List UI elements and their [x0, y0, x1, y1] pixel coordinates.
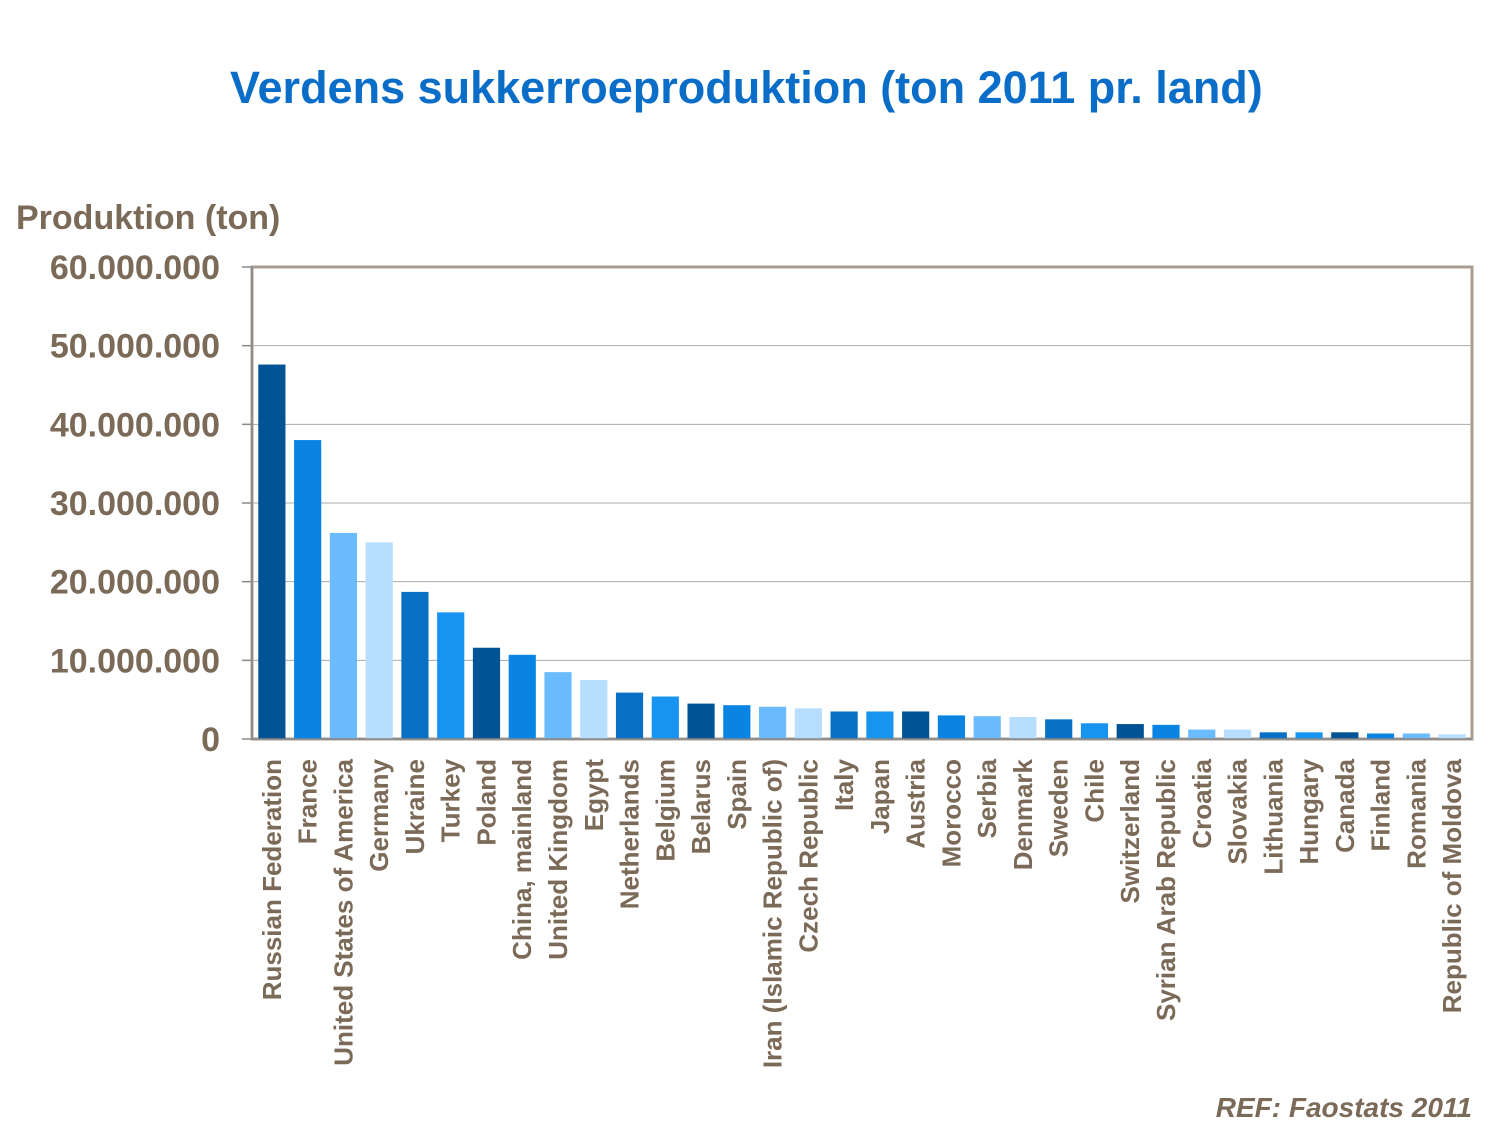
- bar: [258, 364, 286, 739]
- y-tick-label: 40.000.000: [50, 406, 220, 444]
- x-tick-label: China, mainland: [507, 759, 537, 960]
- x-tick-label: Lithuania: [1258, 758, 1288, 874]
- x-tick-label: United States of America: [328, 758, 358, 1065]
- bar: [1259, 732, 1287, 739]
- bar: [1438, 734, 1466, 739]
- bar: [294, 440, 322, 739]
- bar: [1009, 716, 1037, 739]
- x-tick-label: Czech Republic: [793, 759, 823, 953]
- x-tick-label: Denmark: [1008, 758, 1038, 870]
- bar: [973, 716, 1001, 739]
- bar: [830, 711, 858, 739]
- bar: [651, 696, 679, 739]
- bar: [1223, 729, 1252, 739]
- bar: [794, 708, 822, 739]
- bar: [866, 711, 894, 739]
- x-tick-label: Chile: [1079, 759, 1109, 823]
- x-tick-label: Syrian Arab Republic: [1151, 759, 1181, 1021]
- bar: [508, 654, 536, 739]
- x-tick-label: Serbia: [972, 758, 1002, 838]
- y-tick-label: 0: [201, 721, 220, 759]
- bar: [1152, 724, 1180, 739]
- bar: [1366, 733, 1395, 739]
- bar: [401, 591, 429, 739]
- bar: [723, 705, 751, 739]
- x-tick-label: Sweden: [1044, 759, 1074, 857]
- x-tick-label: Romania: [1401, 758, 1431, 868]
- x-tick-label: Poland: [471, 759, 501, 846]
- y-tick-label: 50.000.000: [50, 328, 220, 366]
- x-tick-label: Spain: [722, 759, 752, 830]
- x-tick-label: Italy: [829, 758, 859, 811]
- bar: [365, 542, 393, 739]
- reference-note: REF: Faostats 2011: [1215, 1092, 1472, 1123]
- bar: [902, 711, 930, 739]
- bar: [687, 703, 715, 739]
- x-tick-label: Austria: [901, 758, 931, 848]
- x-tick-label: Belgium: [650, 759, 680, 862]
- y-axis-label: Produktion (ton): [16, 199, 280, 237]
- bar: [758, 706, 787, 739]
- bar: [1331, 732, 1359, 739]
- bar: [329, 532, 358, 739]
- x-tick-label: Japan: [865, 759, 895, 834]
- x-tick-label: Republic of Moldova: [1437, 758, 1467, 1013]
- bar: [1295, 732, 1323, 739]
- y-tick-label: 10.000.000: [50, 642, 220, 680]
- x-tick-label: Russian Federation: [257, 759, 287, 1000]
- bar: [1188, 729, 1216, 739]
- bar: [437, 612, 465, 739]
- y-tick-label: 60.000.000: [50, 249, 220, 287]
- x-tick-label: France: [293, 759, 323, 844]
- x-tick-label: Germany: [364, 758, 394, 871]
- x-tick-label: Turkey: [436, 758, 466, 842]
- gridlines: [252, 345, 1472, 661]
- x-tick-label: Belarus: [686, 759, 716, 854]
- x-tick-label: Netherlands: [615, 759, 645, 909]
- bar: [472, 647, 501, 739]
- y-tick-label: 30.000.000: [50, 485, 220, 523]
- bar: [615, 692, 644, 739]
- chart-title: Verdens sukkerroeproduktion (ton 2011 pr…: [230, 62, 1263, 113]
- x-tick-label: Egypt: [579, 759, 609, 832]
- x-tick-label: Finland: [1366, 759, 1396, 851]
- bar: [1402, 733, 1430, 739]
- x-tick-label: Switzerland: [1115, 759, 1145, 903]
- x-tick-label: United Kingdom: [543, 759, 573, 960]
- x-tick-label: Iran (Islamic Republic of): [758, 759, 788, 1068]
- x-tick-label: Canada: [1330, 758, 1360, 852]
- x-tick-label: Morocco: [936, 759, 966, 867]
- bar: [1080, 723, 1109, 739]
- bar: [544, 672, 572, 739]
- x-tick-label: Croatia: [1187, 758, 1217, 848]
- x-tick-label: Hungary: [1294, 758, 1324, 864]
- bars: [258, 364, 1466, 739]
- bar: [580, 680, 608, 739]
- x-tick-label: Slovakia: [1223, 758, 1253, 864]
- bar: [1116, 724, 1144, 739]
- bar: [937, 715, 966, 739]
- bar: [1045, 719, 1073, 739]
- y-axis-ticks: 0 10.000.000 20.000.000 30.000.000 40.000.00…: [50, 249, 252, 759]
- y-tick-label: 20.000.000: [50, 564, 220, 602]
- x-axis-labels: Russian Federation France United States of…: [257, 758, 1467, 1068]
- x-tick-label: Ukraine: [400, 759, 430, 854]
